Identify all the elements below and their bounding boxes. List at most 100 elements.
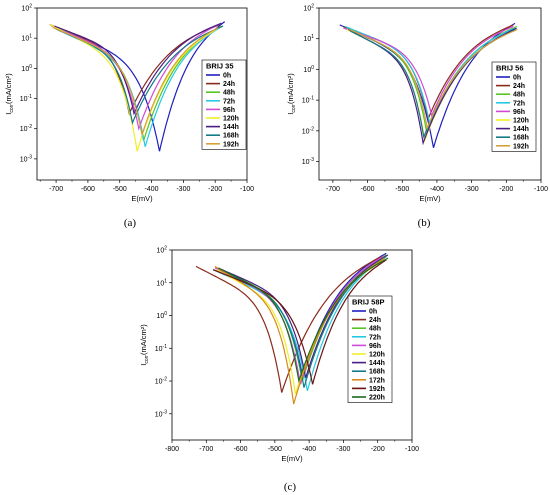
x-tick-label: -700 — [49, 186, 63, 193]
legend-entry-168h: 168h — [369, 369, 385, 376]
legend-entry-220h: 220h — [369, 395, 385, 402]
legend-title: BRIJ 35 — [206, 62, 234, 71]
x-tick-label: -400 — [302, 446, 316, 453]
y-axis-label: Icorr(mA/cm²) — [286, 73, 297, 115]
legend-entry-96h: 96h — [513, 109, 525, 116]
legend-title: BRIJ 56 — [496, 64, 524, 73]
legend-entry-0h: 0h — [513, 75, 521, 82]
y-tick-label: 10-1 — [20, 94, 32, 103]
series-line-144h — [218, 254, 389, 378]
x-tick-label: -300 — [336, 446, 350, 453]
x-tick-label: -200 — [371, 446, 385, 453]
legend-entry-72h: 72h — [513, 100, 525, 107]
series-line-220h — [218, 257, 389, 384]
panel-label: (a) — [124, 217, 137, 229]
x-tick-label: -800 — [165, 446, 179, 453]
x-tick-label: -100 — [240, 186, 254, 193]
panel-label: (c) — [284, 481, 297, 493]
series-line-72h — [55, 27, 221, 147]
y-tick-label: 10-2 — [302, 126, 314, 135]
y-tick-label: 10-1 — [302, 96, 314, 105]
series-line-192h — [212, 259, 387, 385]
legend-entry-120h: 120h — [513, 118, 529, 125]
y-tick-label: 10-1 — [155, 344, 167, 353]
y-tick-label: 10-2 — [155, 377, 167, 386]
legend-entry-144h: 144h — [369, 360, 385, 367]
x-tick-label: -200 — [499, 186, 513, 193]
y-tick-label: 101 — [21, 34, 32, 43]
legend-entry-72h: 72h — [223, 98, 235, 105]
series-line-144h — [54, 22, 222, 116]
legend-title: BRIJ 58P — [352, 298, 385, 307]
y-tick-label: 100 — [303, 65, 314, 74]
x-tick-label: -500 — [113, 186, 127, 193]
x-tick-label: -200 — [208, 186, 222, 193]
y-tick-label: 10-2 — [20, 124, 32, 133]
curves — [339, 22, 518, 148]
series-line-24h — [195, 256, 382, 393]
x-tick-label: -400 — [430, 186, 444, 193]
y-tick-label: 100 — [156, 311, 167, 320]
y-tick-label: 10-3 — [20, 154, 32, 163]
legend-entry-168h: 168h — [513, 135, 529, 142]
y-tick-label: 10-3 — [302, 157, 314, 166]
x-tick-label: -400 — [145, 186, 159, 193]
series-line-96h — [51, 24, 219, 131]
legend-entry-24h: 24h — [513, 83, 525, 90]
x-tick-label: -100 — [405, 446, 419, 453]
legend-entry-48h: 48h — [369, 326, 381, 333]
series-line-144h — [348, 27, 517, 146]
y-tick-label: 102 — [21, 4, 32, 13]
panel-label: (b) — [418, 217, 431, 229]
legend-entry-72h: 72h — [369, 334, 381, 341]
plot-frame — [318, 7, 542, 181]
y-tick-label: 100 — [21, 64, 32, 73]
legend-box — [347, 295, 393, 403]
series-line-192h — [52, 27, 219, 138]
y-tick-label: 10-3 — [155, 409, 167, 418]
plot-frame — [36, 7, 248, 181]
x-tick-label: -700 — [326, 186, 340, 193]
legend-entry-48h: 48h — [513, 92, 525, 99]
legend-entry-96h: 96h — [223, 107, 235, 114]
legend-entry-192h: 192h — [513, 143, 529, 150]
x-tick-label: -300 — [176, 186, 190, 193]
legend-entry-120h: 120h — [223, 116, 239, 123]
x-axis-label: E(mV) — [419, 194, 441, 203]
panel-b: -700 -600 -500 -400 -300 -200 -100 10-3 10-2 10-1… — [286, 4, 548, 230]
legend-entry-96h: 96h — [369, 343, 381, 350]
legend-entry-0h: 0h — [369, 309, 377, 316]
panel-c: -800 -700 -600 -500 -400 -300 -200 -100 10-3 10-2… — [139, 246, 419, 494]
curves — [49, 21, 226, 152]
x-tick-label: -500 — [395, 186, 409, 193]
panel-a: -700 -600 -500 -400 -300 -200 -100 10-3 10-2 10-1… — [4, 4, 254, 230]
y-axis-label: Icorr(mA/cm²) — [139, 324, 150, 366]
x-axis-label: E(mV) — [131, 194, 153, 203]
legend-entry-24h: 24h — [369, 317, 381, 324]
series-line-192h — [349, 28, 518, 130]
x-tick-label: -500 — [268, 446, 282, 453]
legend-entry-172h: 172h — [369, 377, 385, 384]
series-line-96h — [343, 25, 514, 118]
x-tick-label: -100 — [534, 186, 548, 193]
y-tick-label: 102 — [156, 246, 167, 255]
y-tick-label: 101 — [303, 34, 314, 43]
x-tick-label: -700 — [199, 446, 213, 453]
curves — [195, 252, 389, 405]
legend-entry-24h: 24h — [223, 81, 235, 88]
y-tick-label: 102 — [303, 4, 314, 13]
y-axis-label: Icorr(mA/cm²) — [4, 73, 15, 115]
x-tick-label: -600 — [234, 446, 248, 453]
x-tick-label: -600 — [81, 186, 95, 193]
legend-entry-192h: 192h — [369, 386, 385, 393]
legend-entry-192h: 192h — [223, 141, 239, 148]
series-line-72h — [212, 257, 385, 392]
y-tick-label: 101 — [156, 278, 167, 287]
legend-entry-48h: 48h — [223, 90, 235, 97]
legend-entry-168h: 168h — [223, 133, 239, 140]
legend-entry-0h: 0h — [223, 73, 231, 80]
legend-entry-144h: 144h — [513, 126, 529, 133]
legend-entry-120h: 120h — [369, 352, 385, 359]
x-tick-label: -600 — [361, 186, 375, 193]
